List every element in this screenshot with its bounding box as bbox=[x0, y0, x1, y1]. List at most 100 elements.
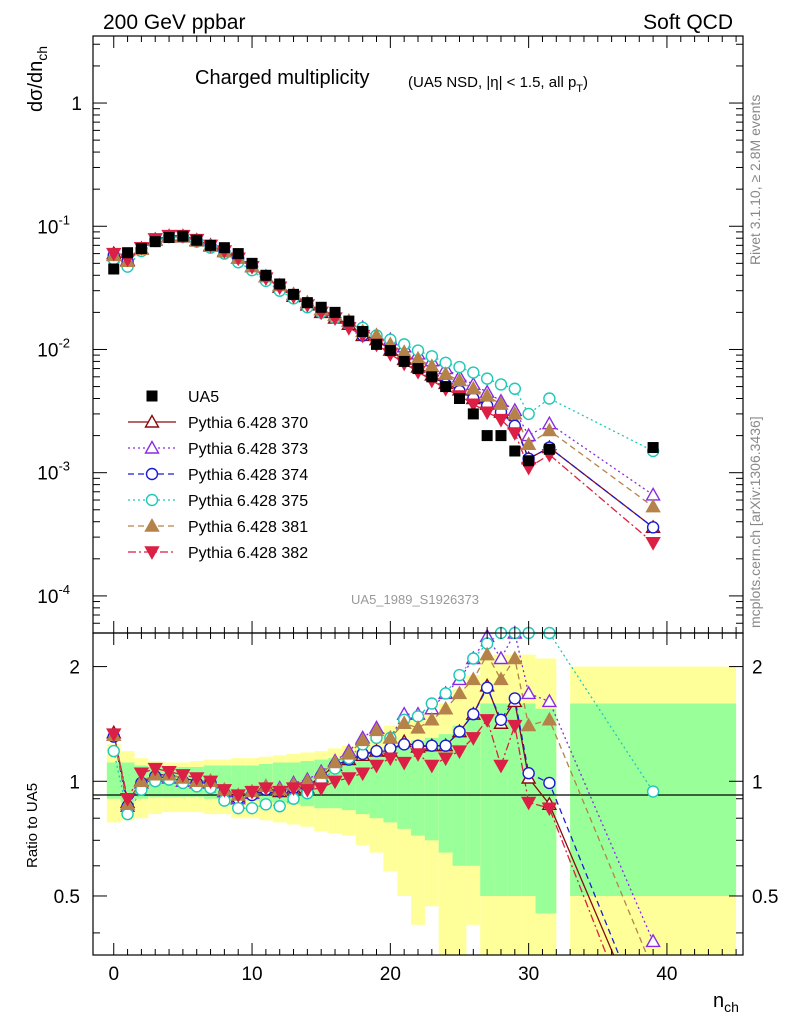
ratio-band-green bbox=[120, 762, 135, 803]
data-point bbox=[218, 242, 230, 254]
ratio-y-tick-label-left: 2 bbox=[69, 658, 80, 679]
ratio-band-green bbox=[424, 737, 439, 841]
data-point bbox=[274, 278, 286, 290]
ratio-point bbox=[272, 785, 288, 800]
ratio-point bbox=[424, 759, 440, 774]
ratio-point bbox=[259, 798, 273, 811]
ratio-point bbox=[382, 752, 399, 767]
analysis-id: UA5_1989_S1926373 bbox=[351, 592, 479, 607]
ratio-point bbox=[541, 711, 558, 726]
legend-marker bbox=[144, 546, 160, 560]
ratio-point bbox=[121, 807, 134, 821]
data-point bbox=[301, 297, 313, 309]
ratio-point bbox=[479, 714, 495, 728]
main-y-tick-label: 10-1 bbox=[37, 212, 70, 238]
ratio-point bbox=[133, 767, 150, 782]
main-y-tick-label: 10-2 bbox=[37, 335, 70, 361]
ratio-point bbox=[425, 697, 439, 710]
main-y-tick-label: 10-4 bbox=[37, 582, 70, 608]
legend-label: Pythia 6.428 382 bbox=[188, 545, 308, 562]
series-point bbox=[479, 387, 495, 402]
series-point bbox=[493, 413, 509, 428]
ratio-point bbox=[147, 762, 163, 777]
data-point bbox=[481, 430, 493, 442]
data-point bbox=[495, 430, 507, 442]
x-axis-label: nch bbox=[713, 990, 739, 1015]
ratio-point bbox=[216, 784, 233, 798]
ratio-y-tick-label-right: 2 bbox=[752, 658, 763, 679]
data-point bbox=[343, 315, 355, 327]
ratio-point bbox=[451, 745, 468, 760]
legend-marker bbox=[145, 493, 159, 507]
data-point bbox=[509, 445, 521, 457]
ratio-y-tick-label-right: 0.5 bbox=[752, 887, 778, 908]
series-point bbox=[106, 247, 122, 262]
ratio-band-green bbox=[535, 708, 557, 914]
series-point bbox=[493, 396, 509, 410]
ratio-point bbox=[244, 785, 260, 800]
ratio-point bbox=[107, 744, 120, 758]
series-point bbox=[520, 436, 537, 450]
ratio-band-green bbox=[397, 744, 412, 829]
ratio-point bbox=[645, 933, 661, 948]
ratio-y-tick-label-right: 1 bbox=[752, 772, 763, 793]
ratio-band-green bbox=[507, 703, 522, 896]
ratio-point bbox=[494, 713, 508, 726]
ratio-point bbox=[327, 775, 343, 790]
data-point bbox=[122, 247, 134, 259]
ratio-point bbox=[106, 728, 122, 743]
data-point bbox=[232, 248, 244, 260]
series-point bbox=[465, 398, 482, 413]
data-point bbox=[371, 338, 383, 350]
ratio-point bbox=[354, 767, 371, 782]
data-point bbox=[108, 263, 120, 275]
ratio-point bbox=[299, 784, 316, 798]
x-tick-label: 40 bbox=[656, 964, 677, 985]
series-point bbox=[480, 372, 494, 385]
ratio-point bbox=[175, 769, 191, 783]
ratio-point bbox=[245, 801, 259, 815]
ratio-band-green bbox=[480, 703, 495, 896]
x-tick-label: 30 bbox=[518, 964, 539, 985]
ratio-point bbox=[507, 719, 523, 734]
ratio-point bbox=[493, 671, 509, 686]
ratio-point bbox=[354, 732, 371, 747]
ratio-point bbox=[410, 748, 426, 762]
legend-marker bbox=[144, 414, 160, 428]
data-point bbox=[523, 455, 535, 467]
ratio-point bbox=[437, 752, 454, 767]
ratio-uncertainty-bands bbox=[106, 654, 737, 955]
legend-marker bbox=[144, 518, 160, 532]
ratio-point bbox=[368, 759, 385, 774]
data-point bbox=[205, 239, 217, 251]
ratio-point bbox=[425, 739, 439, 752]
ratio-point bbox=[522, 767, 535, 780]
ratio-band-green bbox=[466, 719, 481, 866]
ratio-point bbox=[384, 742, 397, 755]
ratio-point bbox=[424, 711, 440, 726]
main-panel bbox=[92, 35, 744, 634]
series-line bbox=[113, 236, 654, 496]
ratio-point bbox=[465, 671, 482, 686]
data-point bbox=[315, 301, 327, 313]
ratio-point bbox=[396, 756, 412, 771]
ratio-point bbox=[189, 772, 205, 786]
series-point bbox=[494, 378, 508, 391]
legend-label: Pythia 6.428 381 bbox=[188, 519, 308, 536]
legend-label: Pythia 6.428 370 bbox=[188, 415, 308, 432]
data-point bbox=[647, 442, 659, 454]
legend-label: Pythia 6.428 374 bbox=[188, 467, 308, 484]
x-tick-label: 20 bbox=[380, 964, 401, 985]
data-point bbox=[384, 345, 396, 357]
ratio-point bbox=[119, 793, 136, 807]
data-point bbox=[177, 230, 189, 242]
data-point bbox=[288, 288, 300, 300]
series-point bbox=[507, 405, 523, 420]
data-point bbox=[453, 393, 465, 405]
ratio-point bbox=[313, 782, 329, 796]
ratio-point bbox=[258, 782, 274, 796]
ratio-point bbox=[396, 715, 412, 729]
main-y-axis-label: dσ/dnch bbox=[25, 46, 50, 112]
ratio-band-green bbox=[452, 725, 467, 866]
legend-label: Pythia 6.428 375 bbox=[188, 493, 308, 510]
